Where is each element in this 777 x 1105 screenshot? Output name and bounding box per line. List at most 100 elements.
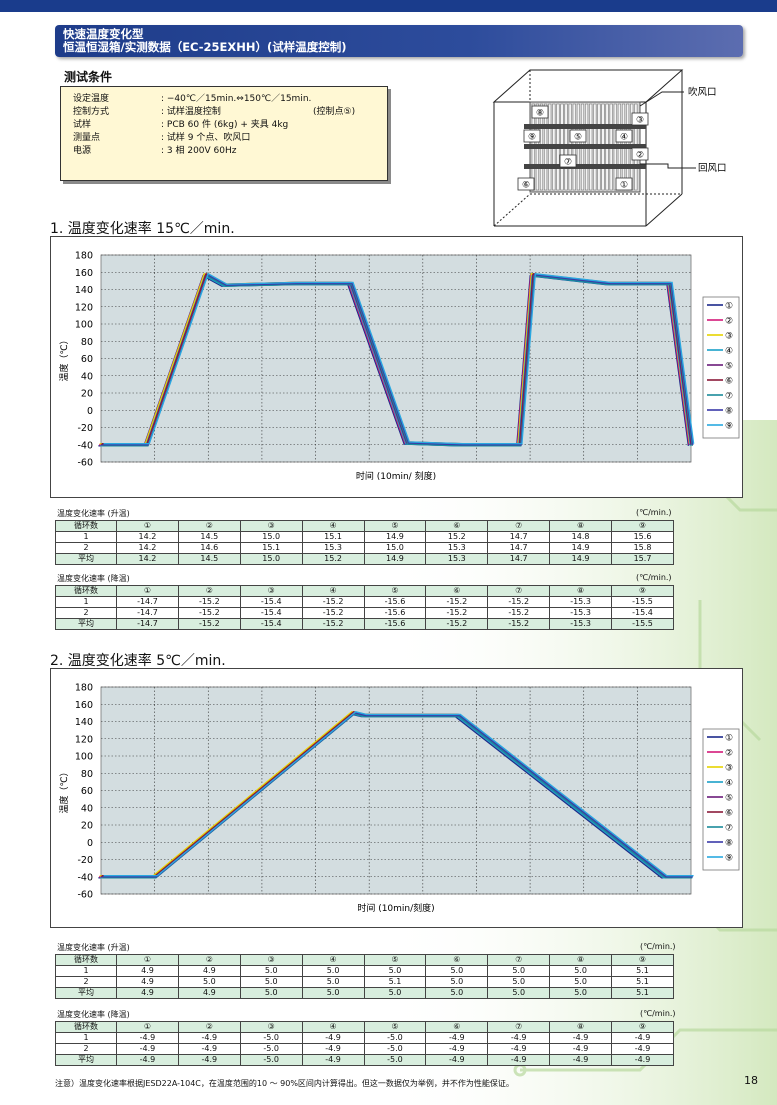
value-cell: 5.0	[549, 965, 612, 977]
y-tick-label: 0	[87, 838, 93, 849]
section2-heading: 2. 温度变化速率 5℃／min.	[50, 653, 226, 669]
value-cell: 14.9	[363, 531, 427, 543]
measurement-point-box	[569, 129, 587, 143]
value-cell: -15.2	[301, 618, 365, 630]
value-cell: -15.2	[177, 607, 241, 619]
value-cell: -15.2	[425, 596, 489, 608]
y-tick-label: -40	[77, 440, 93, 451]
legend	[702, 728, 740, 871]
y-tick-label: 120	[75, 302, 93, 313]
value-cell: -15.5	[611, 618, 674, 630]
value-cell: -4.9	[549, 1043, 612, 1055]
measurement-point-box	[517, 177, 535, 191]
measurement-point-box	[531, 105, 549, 119]
row-label-cell: 2	[55, 607, 117, 619]
value-cell: 5.0	[301, 987, 365, 999]
table1-fall-caption: 温度变化速率 (降温)	[57, 574, 130, 583]
title-line-1: 快速温度变化型	[63, 27, 144, 41]
y-axis-label: 温度（℃）	[58, 335, 70, 381]
series-line	[103, 272, 695, 445]
legend-label: ⑥	[725, 377, 733, 387]
value-cell: ①	[116, 585, 179, 597]
return-label: 回风口	[698, 163, 727, 174]
value-cell: ⑨	[611, 1021, 674, 1033]
value-cell: -4.9	[549, 1032, 612, 1044]
value-cell: 15.3	[301, 542, 365, 554]
value-cell: -14.7	[116, 596, 179, 608]
value-cell: 14.7	[487, 531, 551, 543]
value-cell: 15.8	[611, 542, 674, 554]
row-label-cell: 平均	[55, 1054, 117, 1066]
rack-shelf	[524, 144, 646, 149]
x-axis-label: 时间 (10min/ 刻度)	[356, 470, 436, 482]
row-label-cell: 循环数	[55, 954, 117, 966]
value-cell: -15.4	[239, 607, 303, 619]
top-color-strip	[0, 0, 777, 12]
value-cell: 4.9	[177, 987, 241, 999]
measurement-point-box	[523, 129, 541, 143]
measurement-point-label: ①	[620, 181, 628, 191]
page-number: 18	[744, 1074, 758, 1087]
row-label-cell: 1	[55, 596, 117, 608]
value-cell: -4.9	[301, 1032, 365, 1044]
value-cell: 14.2	[116, 531, 179, 543]
measurement-point-label: ⑧	[536, 109, 544, 119]
legend-label: ④	[725, 779, 733, 789]
table-row: 平均 -14.7 -15.2 -15.4 -15.2 -15.6 -15.2 -15.2 -15…	[55, 618, 674, 630]
value-cell: -4.9	[611, 1054, 674, 1066]
legend-label: ⑥	[725, 809, 733, 819]
row-label-cell: 循环数	[55, 585, 117, 597]
value-cell: 14.2	[116, 542, 179, 554]
value-cell: ④	[301, 1021, 365, 1033]
value-cell: 5.0	[487, 965, 551, 977]
value-cell: -4.9	[425, 1032, 489, 1044]
measurement-point-box	[631, 112, 649, 126]
value-cell: ⑤	[363, 1021, 427, 1033]
value-cell: -5.0	[363, 1032, 427, 1044]
measurement-point-box	[559, 154, 577, 168]
condition-key: 设定温度	[73, 94, 110, 104]
value-cell: 15.2	[301, 553, 365, 565]
y-tick-label: 40	[81, 371, 93, 382]
value-cell: 14.8	[549, 531, 612, 543]
value-cell: 14.7	[487, 542, 551, 554]
value-cell: -15.2	[487, 618, 551, 630]
value-cell: 5.1	[611, 965, 674, 977]
value-cell: ④	[301, 520, 365, 532]
value-cell: ⑥	[425, 585, 489, 597]
value-cell: -5.0	[363, 1043, 427, 1055]
value-cell: -4.9	[611, 1043, 674, 1055]
value-cell: 5.0	[425, 987, 489, 999]
value-cell: 5.0	[425, 965, 489, 977]
table-row: 1 -14.7 -15.2 -15.4 -15.2 -15.6 -15.2 -15.2 -15.…	[55, 596, 674, 608]
value-cell: -15.2	[425, 607, 489, 619]
measurement-point-label: ④	[620, 133, 628, 143]
footnote: 注意）温度变化速率根据JESD22A-104C，在温度范围的10 ～ 90%区间…	[55, 1079, 514, 1088]
y-tick-label: 20	[81, 821, 93, 832]
value-cell: -4.9	[487, 1043, 551, 1055]
value-cell: ②	[177, 520, 241, 532]
legend-label: ②	[725, 317, 733, 327]
legend-label: ⑦	[725, 824, 733, 834]
measurement-point-label: ⑦	[564, 158, 572, 168]
table-row: 1 -4.9 -4.9 -5.0 -4.9 -5.0 -4.9 -4.9 -4.9 -4.9	[55, 1032, 674, 1044]
value-cell: ⑤	[363, 585, 427, 597]
value-cell: -4.9	[116, 1043, 179, 1055]
table1-fall-unit: (℃/min.)	[636, 573, 672, 582]
y-tick-label: 80	[81, 337, 93, 348]
chart-2-frame: 180 160 140 120 100 80 60 40 20 0 -20 -40 -60 温度（℃） 时间…	[50, 668, 743, 928]
legend-label: ⑧	[725, 407, 733, 417]
value-cell: -4.9	[425, 1054, 489, 1066]
legend-label: ⑤	[725, 362, 733, 372]
measurement-point-label: ⑥	[522, 181, 530, 191]
value-cell: 5.0	[549, 987, 612, 999]
conditions-heading: 测试条件	[64, 70, 113, 84]
value-cell: ⑨	[611, 585, 674, 597]
value-cell: -5.0	[239, 1054, 303, 1066]
table-row: 1 4.9 4.9 5.0 5.0 5.0 5.0 5.0 5.0 5.1	[55, 965, 674, 977]
legend-label: ⑧	[725, 839, 733, 849]
value-cell: -4.9	[611, 1032, 674, 1044]
value-cell: 5.0	[301, 965, 365, 977]
condition-value: : 试样温度控制	[161, 107, 221, 117]
y-tick-label: -60	[77, 890, 93, 901]
